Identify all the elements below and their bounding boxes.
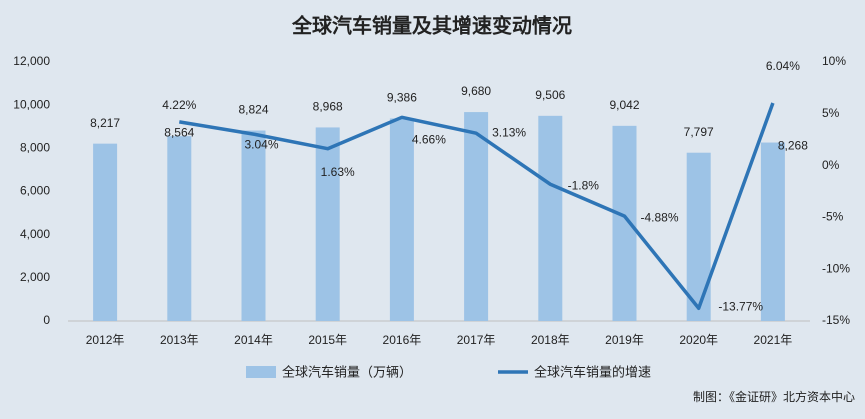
y2-tick-label: 5% [822,106,840,120]
value-label: 7,797 [684,125,714,139]
line [179,102,775,311]
value-label: 6.04% [766,59,800,73]
x-tick-label: 2013年 [160,333,199,347]
x-tick-label: 2016年 [383,333,422,347]
y-tick-label: 2,000 [20,270,50,284]
y-tick-label: 4,000 [20,227,50,241]
y-tick-label: 10,000 [13,97,50,111]
legend-label: 全球汽车销量（万辆） [282,364,412,379]
bar [93,143,118,321]
value-label: 1.63% [321,165,355,179]
x-tick-label: 2021年 [754,333,793,347]
bar [241,130,266,321]
value-label: 9,386 [387,91,417,105]
x-tick-label: 2017年 [457,333,496,347]
value-label: -1.8% [568,178,600,192]
y-tick-label: 0 [43,313,50,327]
y-tick-label: 8,000 [20,141,50,155]
value-label: -4.88% [640,210,678,224]
value-label: 8,217 [90,116,120,130]
y2-tick-label: -10% [822,261,850,275]
y2-tick-label: 10% [822,54,846,68]
value-label: 9,042 [609,98,639,112]
x-tick-label: 2015年 [308,333,347,347]
value-label: 8,564 [164,125,194,139]
value-label: 8,968 [313,100,343,114]
value-label: 4.66% [412,132,446,146]
x-tick-label: 2020年 [679,333,718,347]
chart-title: 全球汽车销量及其增速变动情况 [291,13,572,37]
x-tick-label: 2018年 [531,333,570,347]
bar [538,115,563,322]
value-label: 8,824 [238,103,268,117]
value-label: 9,506 [535,88,565,102]
y-tick-label: 12,000 [13,54,50,68]
bar [464,112,489,321]
value-label: -13.77% [718,299,763,313]
y2-tick-label: -5% [822,210,844,224]
bar [389,118,414,322]
bar [612,125,637,321]
x-tick-label: 2014年 [234,333,273,347]
value-label: 8,268 [778,139,808,153]
value-label: 4.22% [162,98,196,112]
x-tick-label: 2019年 [605,333,644,347]
source: 制图：《金证研》北方资本中心 [693,389,855,404]
value-label: 9,680 [461,84,491,98]
y2-tick-label: 0% [822,158,840,172]
legend-swatch [246,366,276,378]
y2-tick-label: -15% [822,313,850,327]
legend-label: 全球汽车销量的增速 [534,364,651,379]
bar [760,142,785,321]
bar [167,136,192,321]
value-label: 3.13% [492,125,526,139]
bar [686,152,711,321]
y-tick-label: 6,000 [20,184,50,198]
bar [315,127,340,321]
value-label: 3.04% [244,137,278,151]
x-tick-label: 2012年 [86,333,125,347]
